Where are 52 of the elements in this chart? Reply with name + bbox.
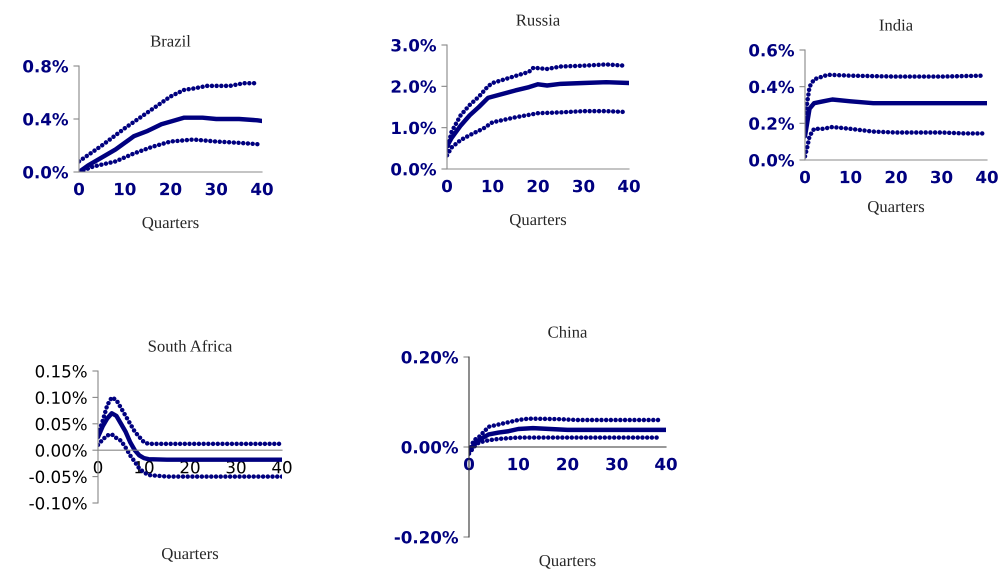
x-tick-label: 0: [442, 180, 452, 192]
y-tick-label: 0.6%: [749, 44, 794, 57]
x-tick-label: 40: [655, 458, 677, 470]
y-tick-label: 0.00%: [402, 440, 458, 454]
x-tick-label: 20: [528, 180, 549, 192]
x-tick-label: 30: [573, 180, 594, 192]
x-tick-label: 10: [482, 180, 504, 192]
y-tick-label: 0.0%: [23, 166, 68, 179]
x-tick-label: 20: [557, 458, 578, 470]
x-tick-label: 40: [618, 180, 640, 192]
x-axis-title: Quarters: [162, 548, 218, 562]
y-tick-label: -0.20%: [394, 530, 458, 544]
x-tick-label: 20: [160, 182, 182, 196]
x-axis-title: Quarters: [142, 216, 199, 231]
chart-title: China: [548, 326, 588, 338]
y-tick-label: 1.0%: [392, 122, 436, 134]
x-tick-label: 20: [180, 460, 200, 474]
y-tick-label: 0.4%: [23, 112, 68, 126]
y-tick-label: 0.15%: [36, 364, 87, 378]
x-tick-label: 40: [251, 182, 273, 196]
x-tick-label: 0: [74, 182, 84, 196]
chart-title: South Africa: [148, 340, 232, 352]
chart-title: Russia: [516, 14, 560, 26]
y-tick-label: 3.0%: [391, 38, 436, 52]
x-tick-label: 30: [226, 460, 246, 474]
chart-title: Brazil: [150, 34, 191, 47]
y-tick-label: -0.05%: [29, 470, 87, 484]
y-tick-label: 0.0%: [391, 162, 436, 176]
x-tick-label: 30: [206, 182, 228, 196]
x-tick-label: 10: [840, 170, 862, 184]
x-tick-label: 10: [115, 182, 136, 196]
x-tick-label: 40: [976, 170, 998, 184]
x-axis-title: Quarters: [868, 200, 924, 215]
y-tick-label: 0.10%: [36, 391, 87, 404]
chart-title: India: [879, 18, 913, 31]
x-tick-label: 30: [606, 458, 628, 470]
x-axis-title: Quarters: [510, 214, 566, 228]
y-tick-label: 0.0%: [749, 154, 794, 167]
y-tick-label: 2.0%: [392, 80, 436, 93]
x-axis-title: Quarters: [539, 554, 596, 569]
y-tick-label: -0.10%: [29, 496, 87, 510]
x-tick-label: 30: [931, 170, 952, 184]
y-tick-label: 0.00%: [36, 444, 87, 457]
x-tick-label: 10: [508, 458, 530, 470]
y-tick-label: 0.20%: [402, 350, 458, 364]
x-tick-label: 20: [886, 170, 907, 184]
y-tick-label: 0.4%: [749, 80, 794, 94]
y-tick-label: 0.05%: [36, 418, 87, 430]
x-tick-label: 0: [800, 170, 810, 184]
x-tick-label: 40: [272, 460, 292, 474]
y-tick-label: 0.2%: [749, 117, 794, 130]
y-tick-label: 0.8%: [23, 60, 68, 73]
